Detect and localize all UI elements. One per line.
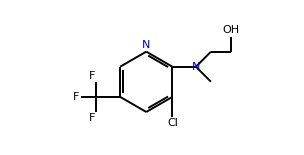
- Text: Cl: Cl: [167, 118, 178, 128]
- Text: F: F: [73, 92, 80, 102]
- Text: OH: OH: [223, 25, 240, 35]
- Text: N: N: [192, 62, 200, 72]
- Text: F: F: [88, 71, 95, 81]
- Text: F: F: [88, 113, 95, 123]
- Text: N: N: [142, 40, 150, 50]
